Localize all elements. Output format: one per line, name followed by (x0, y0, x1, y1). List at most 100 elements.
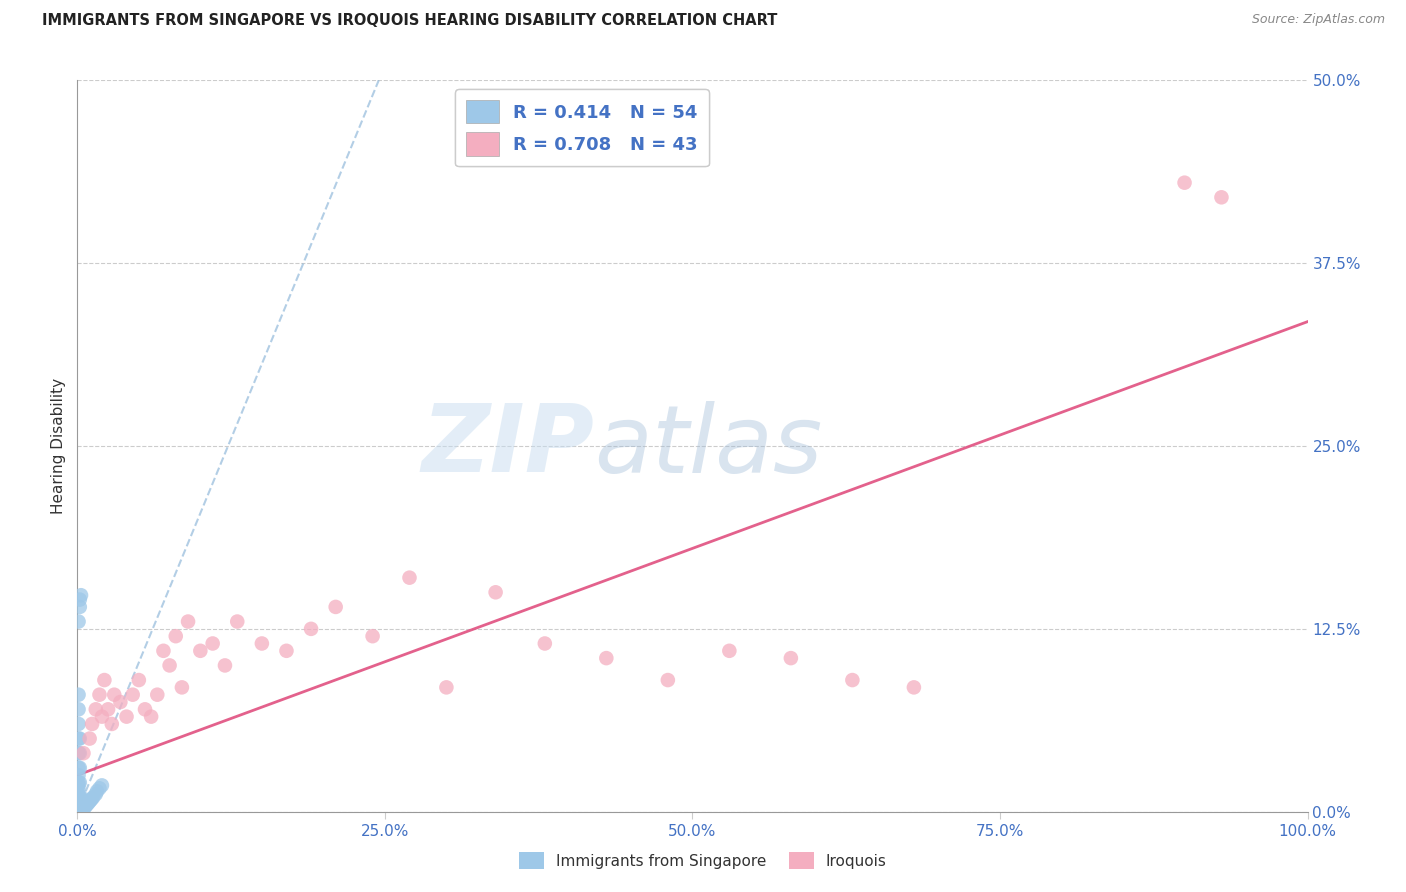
Point (780, 651, 803, 665)
Point (67, 793, 90, 807)
Text: atlas: atlas (595, 401, 823, 491)
Point (67, 805, 90, 819)
Point (93, 673, 115, 687)
Point (67, 688, 90, 702)
Point (67, 775, 90, 789)
Point (121, 688, 143, 702)
Point (146, 688, 169, 702)
Point (134, 702, 156, 716)
Point (79, 731, 101, 746)
Point (69, 731, 91, 746)
Point (69, 599, 91, 614)
Point (82, 717, 104, 731)
Point (141, 709, 163, 723)
Point (70, 803, 93, 817)
Point (69, 592, 91, 607)
Point (177, 615, 200, 629)
Point (67, 795, 90, 809)
Point (436, 681, 458, 695)
Point (159, 658, 181, 673)
Point (82, 790, 104, 805)
Point (67, 787, 90, 801)
Point (89, 688, 111, 702)
Point (67, 802, 90, 816)
Point (70, 800, 93, 814)
Point (70, 797, 93, 812)
Point (67, 768, 90, 782)
Point (1211, 190, 1233, 204)
Point (103, 688, 125, 702)
Point (67, 798, 90, 813)
Text: IMMIGRANTS FROM SINGAPORE VS IROQUOIS HEARING DISABILITY CORRELATION CHART: IMMIGRANTS FROM SINGAPORE VS IROQUOIS HE… (42, 13, 778, 29)
Point (97, 702, 120, 716)
Point (67, 797, 90, 812)
Point (325, 599, 347, 614)
Point (110, 695, 132, 709)
Point (165, 629, 187, 643)
Point (67, 746, 90, 760)
Point (80, 793, 103, 807)
Point (69, 797, 91, 812)
Point (89, 781, 111, 796)
Point (90, 778, 114, 792)
Point (76, 797, 98, 812)
Point (226, 615, 249, 629)
Point (70, 802, 93, 816)
Point (67, 790, 90, 805)
Point (841, 673, 863, 687)
Point (86, 784, 108, 798)
Point (70, 588, 93, 602)
Point (67, 782, 90, 797)
Point (84, 702, 107, 716)
Point (69, 803, 91, 817)
Point (75, 798, 97, 813)
Point (90, 709, 114, 723)
Point (299, 622, 322, 636)
Point (69, 802, 91, 816)
Point (67, 803, 90, 817)
Point (250, 636, 273, 650)
Point (276, 644, 298, 658)
Point (1174, 176, 1197, 190)
Text: Source: ZipAtlas.com: Source: ZipAtlas.com (1251, 13, 1385, 27)
Point (67, 800, 90, 814)
Point (67, 778, 90, 792)
Point (101, 717, 124, 731)
Point (170, 681, 193, 695)
Point (361, 629, 384, 643)
Point (128, 673, 150, 687)
Point (718, 644, 741, 658)
Point (115, 709, 138, 723)
Point (84, 787, 107, 801)
Point (595, 651, 617, 665)
Point (72, 802, 94, 816)
Point (67, 761, 90, 775)
Point (485, 585, 508, 599)
Point (67, 796, 90, 810)
Point (69, 746, 91, 760)
Point (67, 731, 90, 746)
Point (70, 803, 93, 817)
Point (152, 644, 174, 658)
Point (69, 761, 91, 775)
Point (69, 790, 91, 805)
Point (82, 791, 104, 805)
Point (69, 775, 91, 789)
Point (188, 644, 212, 658)
Legend: R = 0.414   N = 54, R = 0.708   N = 43: R = 0.414 N = 54, R = 0.708 N = 43 (456, 89, 709, 167)
Point (72, 746, 94, 760)
Point (214, 658, 236, 673)
Point (903, 681, 925, 695)
Point (67, 717, 90, 731)
Point (73, 800, 96, 814)
Point (67, 702, 90, 716)
Text: ZIP: ZIP (422, 400, 595, 492)
Point (69, 800, 91, 814)
Y-axis label: Hearing Disability: Hearing Disability (51, 378, 66, 514)
Point (201, 636, 224, 650)
Point (70, 790, 93, 805)
Legend: Immigrants from Singapore, Iroquois: Immigrants from Singapore, Iroquois (513, 846, 893, 875)
Point (398, 571, 420, 585)
Point (77, 796, 100, 810)
Point (67, 803, 90, 817)
